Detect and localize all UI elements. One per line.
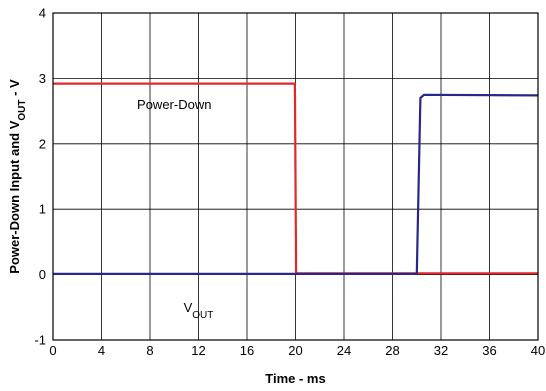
x-tick-label: 0: [49, 343, 56, 358]
x-tick-label: 40: [531, 343, 545, 358]
plot-frame: [52, 12, 539, 341]
x-tick-label: 16: [240, 343, 254, 358]
annotation-vout-label: VOUT: [184, 300, 214, 321]
x-tick-label: 36: [482, 343, 496, 358]
x-tick-label: 32: [434, 343, 448, 358]
y-tick-label: 0: [39, 267, 46, 282]
x-tick-label: 28: [385, 343, 399, 358]
series-line-vout: [53, 93, 539, 275]
x-tick-label: 12: [191, 343, 205, 358]
y-tick-label: 4: [39, 6, 46, 21]
x-tick-label: 20: [288, 343, 302, 358]
x-tick-label: 4: [98, 343, 105, 358]
x-tick-label: 8: [146, 343, 153, 358]
x-axis-title: Time - ms: [265, 371, 325, 386]
x-tick-label: 24: [337, 343, 351, 358]
y-axis-title: Power-Down Input and VOUT - V: [7, 79, 28, 274]
series-lines: [53, 82, 539, 275]
annotation-power-down-label: Power-Down: [137, 97, 211, 112]
series-line-power-down: [53, 82, 538, 275]
y-tick-label: 2: [39, 136, 46, 151]
y-tick-label: 1: [39, 202, 46, 217]
y-tick-label: 3: [39, 71, 46, 86]
annotations: Power-Down VOUT: [137, 97, 213, 320]
y-tick-label: -1: [34, 333, 46, 348]
